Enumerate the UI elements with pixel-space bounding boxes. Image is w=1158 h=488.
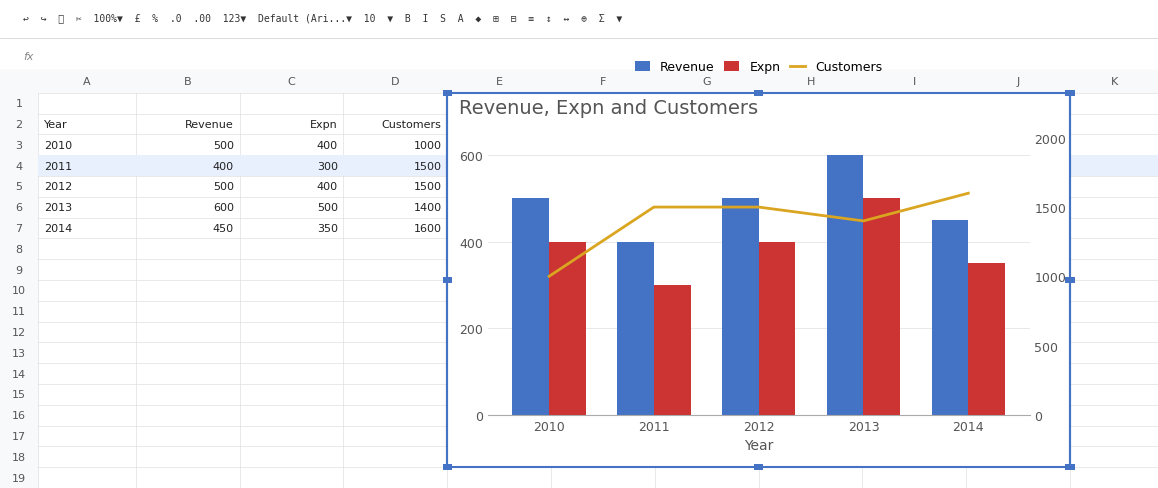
Bar [512, 199, 549, 415]
Bar [864, 199, 900, 415]
Line: Customers: Customers [549, 194, 968, 277]
Text: 11: 11 [12, 306, 27, 317]
Text: Year: Year [44, 120, 67, 130]
Text: 9: 9 [15, 265, 23, 275]
Bar [0, 71, 38, 94]
Text: 400: 400 [213, 162, 234, 171]
Text: 16: 16 [12, 410, 27, 420]
Text: 1000: 1000 [413, 141, 441, 151]
Bar [38, 156, 1158, 177]
Text: 12: 12 [12, 327, 27, 337]
Text: ↩  ↪  🖨  ✂  100%▼  £  %  .0  .00  123▼  Default (Ari...▼  10  ▼  B  I  S  A  ◆  : ↩ ↪ 🖨 ✂ 100%▼ £ % .0 .00 123▼ Default (A… [23, 13, 622, 22]
Text: 1600: 1600 [413, 224, 441, 234]
Customers [542, 274, 556, 280]
Text: 2013: 2013 [44, 203, 72, 213]
Text: H: H [806, 77, 815, 87]
Customers [647, 204, 661, 210]
Text: 7: 7 [15, 224, 23, 234]
Text: fx: fx [23, 52, 34, 61]
Text: 13: 13 [12, 348, 27, 358]
Bar [721, 199, 758, 415]
Bar [0, 94, 38, 488]
Text: 1500: 1500 [413, 162, 441, 171]
Text: 6: 6 [15, 203, 23, 213]
Text: F: F [600, 77, 606, 87]
Text: K: K [1111, 77, 1117, 87]
Bar [617, 242, 654, 415]
Text: 450: 450 [213, 224, 234, 234]
Text: 1: 1 [15, 99, 23, 109]
Text: Revenue: Revenue [185, 120, 234, 130]
Text: J: J [1017, 77, 1020, 87]
Bar [447, 94, 1070, 467]
Bar [931, 221, 968, 415]
Customers [961, 191, 975, 197]
Text: 5: 5 [15, 182, 23, 192]
Text: C: C [287, 77, 295, 87]
X-axis label: Year: Year [743, 438, 774, 452]
Text: 600: 600 [213, 203, 234, 213]
Text: A: A [83, 77, 90, 87]
Text: Revenue, Expn and Customers: Revenue, Expn and Customers [459, 99, 758, 118]
Text: 8: 8 [15, 244, 23, 254]
Text: 400: 400 [316, 141, 338, 151]
Text: 2011: 2011 [44, 162, 72, 171]
Text: 3: 3 [15, 141, 23, 151]
Bar [38, 71, 1158, 94]
Text: 1500: 1500 [413, 182, 441, 192]
Text: 18: 18 [12, 452, 27, 462]
Text: 2010: 2010 [44, 141, 72, 151]
Bar [827, 156, 864, 415]
Text: 10: 10 [12, 286, 27, 296]
Text: 500: 500 [213, 141, 234, 151]
Text: 500: 500 [316, 203, 338, 213]
Text: E: E [496, 77, 503, 87]
Text: 300: 300 [316, 162, 338, 171]
Legend: Revenue, Expn, Customers: Revenue, Expn, Customers [630, 56, 887, 79]
Text: Expn: Expn [310, 120, 338, 130]
Text: 4: 4 [15, 162, 23, 171]
Text: 2: 2 [15, 120, 23, 130]
Text: 19: 19 [12, 473, 27, 483]
Text: Customers: Customers [382, 120, 441, 130]
Text: B: B [184, 77, 191, 87]
Text: 400: 400 [316, 182, 338, 192]
Bar [549, 242, 586, 415]
Text: 14: 14 [12, 369, 27, 379]
Text: D: D [391, 77, 400, 87]
Customers [857, 219, 871, 224]
Text: 500: 500 [213, 182, 234, 192]
Text: 15: 15 [12, 389, 27, 400]
Text: G: G [703, 77, 711, 87]
Text: 2012: 2012 [44, 182, 72, 192]
Text: 350: 350 [316, 224, 338, 234]
Bar [758, 242, 796, 415]
Customers [752, 204, 765, 210]
Text: I: I [913, 77, 916, 87]
Bar [968, 264, 1005, 415]
Text: 1400: 1400 [413, 203, 441, 213]
Bar [654, 285, 690, 415]
Text: 2014: 2014 [44, 224, 72, 234]
Text: 17: 17 [12, 431, 27, 441]
